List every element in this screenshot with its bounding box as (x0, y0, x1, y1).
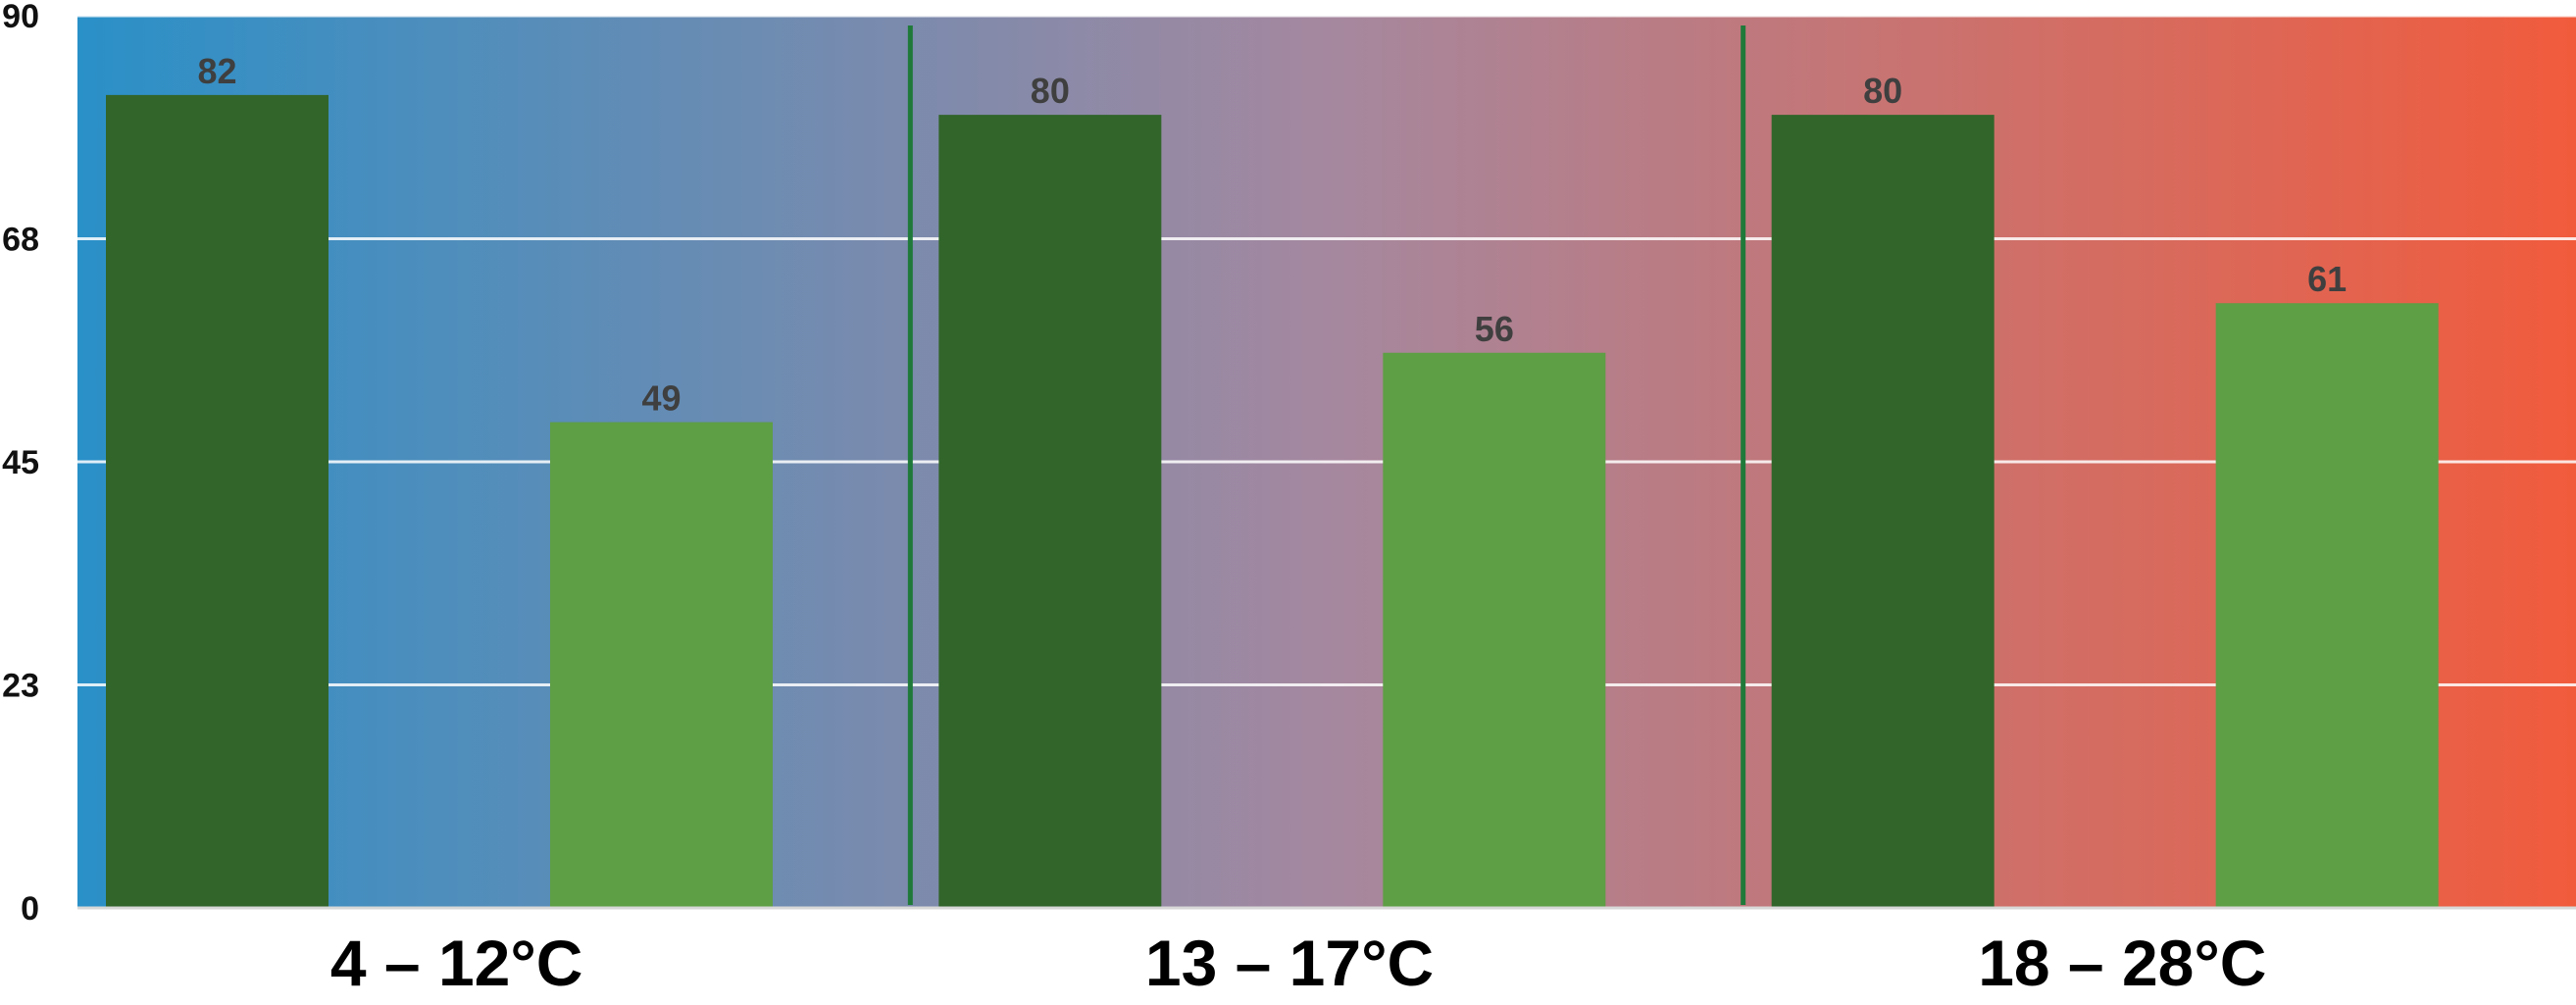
bar (1771, 115, 1995, 909)
bar (106, 94, 328, 908)
x-category-label: 4 – 12°C (330, 927, 583, 999)
data-label: 49 (641, 378, 681, 419)
data-label: 80 (1863, 71, 1902, 111)
group-separators (907, 25, 1746, 905)
data-labels: 82 49 80 56 80 61 (197, 51, 2347, 419)
x-category-label: 13 – 17°C (1145, 927, 1434, 999)
bars (106, 94, 2439, 909)
bar (2215, 303, 2439, 908)
bar (938, 115, 1162, 909)
data-label: 56 (1475, 309, 1514, 349)
y-tick-label: 68 (2, 222, 39, 259)
x-axis: 4 – 12°C 13 – 17°C 18 – 28°C (77, 906, 2576, 999)
data-label: 61 (2307, 259, 2347, 299)
gridlines (77, 14, 2576, 686)
y-tick-label: 45 (2, 444, 39, 481)
bar (1383, 352, 1606, 908)
bar (550, 422, 773, 908)
data-label: 82 (197, 51, 236, 91)
y-tick-label: 23 (2, 668, 39, 705)
data-label: 80 (1031, 71, 1070, 111)
y-axis: 0 23 45 68 90 (2, 0, 39, 928)
y-tick-label: 90 (2, 0, 39, 35)
y-tick-label: 0 (21, 890, 39, 928)
x-category-label: 18 – 28°C (1978, 927, 2266, 999)
